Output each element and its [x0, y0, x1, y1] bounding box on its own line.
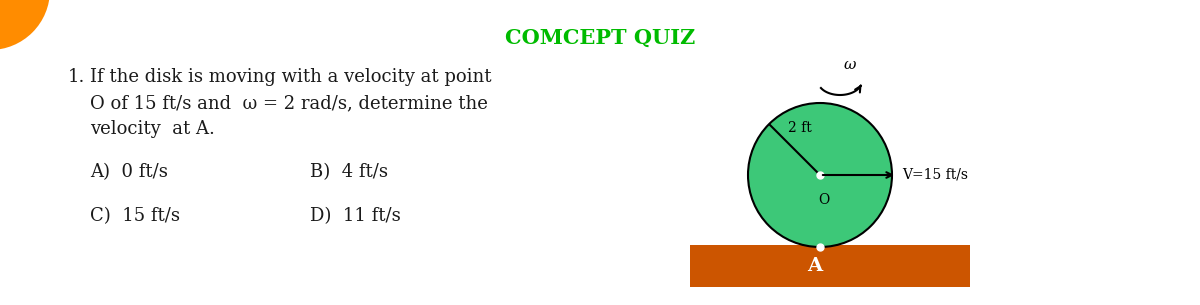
Text: COMCEPT QUIZ: COMCEPT QUIZ	[505, 28, 695, 48]
Text: O: O	[818, 193, 829, 207]
Circle shape	[748, 103, 892, 247]
Text: V=15 ft/s: V=15 ft/s	[902, 167, 968, 181]
Text: B)  4 ft/s: B) 4 ft/s	[310, 163, 388, 181]
Text: ω: ω	[844, 58, 856, 72]
Circle shape	[0, 0, 50, 50]
Text: D)  11 ft/s: D) 11 ft/s	[310, 207, 401, 225]
Text: A: A	[808, 257, 822, 275]
Text: If the disk is moving with a velocity at point: If the disk is moving with a velocity at…	[90, 68, 492, 86]
Text: 2 ft: 2 ft	[787, 121, 811, 135]
Text: 1.: 1.	[68, 68, 85, 86]
Text: C)  15 ft/s: C) 15 ft/s	[90, 207, 180, 225]
Text: O of 15 ft/s and  ω = 2 rad/s, determine the: O of 15 ft/s and ω = 2 rad/s, determine …	[90, 94, 488, 112]
Text: velocity  at A.: velocity at A.	[90, 120, 215, 138]
Text: A)  0 ft/s: A) 0 ft/s	[90, 163, 168, 181]
Bar	[690, 245, 970, 287]
